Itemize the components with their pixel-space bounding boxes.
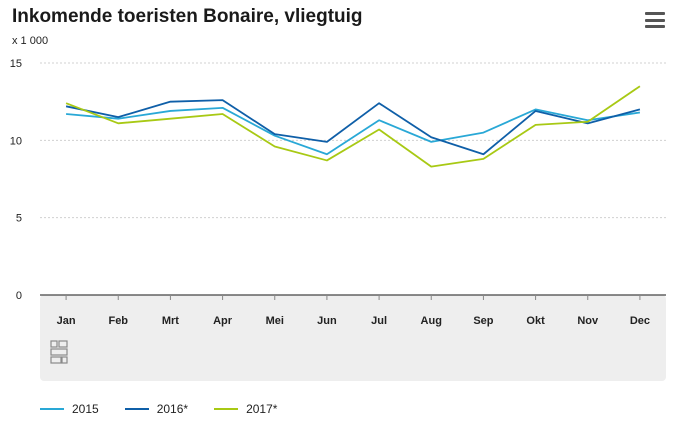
x-tick-label: Nov [577, 315, 599, 327]
y-axis-ticks: 0 5 10 15 [10, 58, 22, 302]
y-tick-label: 5 [16, 213, 22, 225]
series-lines [65, 85, 641, 168]
legend-label: 2016* [156, 402, 189, 416]
gridlines [40, 62, 666, 296]
legend-item[interactable]: 2015 [40, 402, 99, 416]
x-tick-label: Jan [57, 315, 76, 327]
x-tick-label: Dec [630, 315, 650, 327]
y-tick-label: 15 [10, 58, 22, 70]
legend-swatch [40, 408, 64, 410]
legend-swatch [124, 408, 149, 410]
x-tick-label: Feb [108, 315, 128, 327]
x-tick-label: Okt [526, 315, 545, 327]
unit-label: x 1 000 [12, 35, 49, 47]
x-tick-label: Mei [266, 315, 284, 327]
x-tick-label: Aug [421, 315, 442, 327]
x-tick-label: Apr [213, 315, 233, 327]
y-tick-label: 10 [10, 135, 22, 147]
x-tick-label: Jul [371, 315, 387, 327]
legend-item[interactable]: 2017* [214, 402, 277, 416]
legend-item[interactable]: 2016* [124, 402, 189, 416]
cbs-logo-icon [50, 340, 68, 364]
series-line-2017[interactable] [65, 85, 641, 168]
x-tick-label: Sep [473, 315, 493, 327]
legend-label: 2017* [246, 402, 278, 416]
line-chart: 0 5 10 15 Jan Feb Mrt Apr Mei Jun Jul Aug Sep Okt Nov… [10, 58, 666, 381]
series-line-2015[interactable] [66, 106, 641, 156]
legend-label: 2015 [72, 402, 99, 416]
x-tick-label: Jun [317, 315, 337, 327]
legend: 2015 2016* 2017* [40, 402, 277, 416]
x-tick-label: Mrt [162, 315, 179, 327]
legend-swatch [214, 408, 239, 410]
x-axis-band [40, 295, 666, 381]
chart-title: Inkomende toeristen Bonaire, vliegtuig [12, 6, 363, 27]
series-line-2016[interactable] [65, 99, 641, 156]
hamburger-menu-icon[interactable] [645, 12, 665, 28]
x-axis-ticks: Jan Feb Mrt Apr Mei Jun Jul Aug Sep Okt Nov Dec [57, 295, 650, 327]
y-tick-label: 0 [16, 290, 22, 302]
